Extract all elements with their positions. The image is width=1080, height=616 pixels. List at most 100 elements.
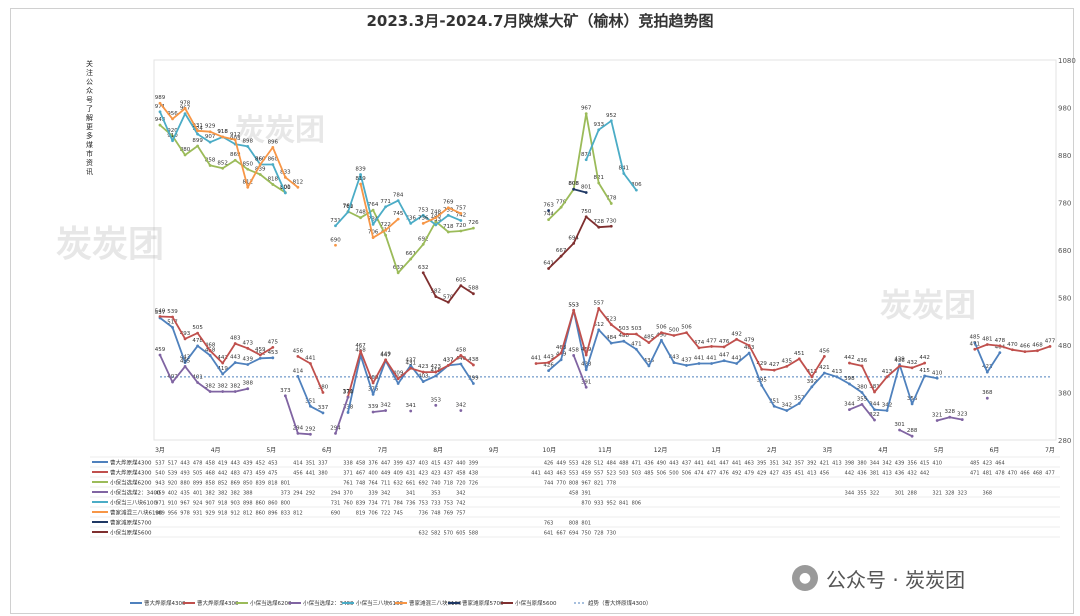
data-label: 423 (982, 364, 993, 370)
table-cell: 439 (895, 461, 905, 467)
table-cell: 458 (205, 461, 215, 467)
table-cell: 641 (544, 531, 554, 537)
table-cell: 376 (368, 461, 378, 467)
table-cell: 449 (556, 461, 566, 467)
data-label: 341 (405, 403, 416, 409)
data-label: 427 (769, 362, 780, 368)
data-label: 382 (230, 384, 241, 390)
table-cell: 484 (606, 461, 616, 467)
bottom-legend-label: 曹大烨原煤4300 (197, 599, 239, 607)
x-tick-label: 2月 (767, 447, 777, 454)
data-label: 437 (443, 357, 454, 363)
data-label: 692 (418, 236, 429, 242)
data-label: 437 (443, 357, 454, 363)
data-label: 726 (468, 220, 479, 226)
table-cell: 748 (356, 481, 366, 487)
table-cell: 447 (719, 461, 729, 467)
series-line (284, 395, 311, 436)
table-cell: 505 (193, 471, 203, 477)
data-label: 720 (456, 223, 467, 229)
data-label: 481 (982, 337, 993, 343)
x-tick-label: 4月 (211, 447, 221, 454)
table-cell: 466 (1020, 471, 1030, 477)
data-label: 952 (606, 113, 617, 119)
data-label: 464 (995, 345, 1006, 351)
table-cell: 458 (569, 491, 579, 497)
table-cell: 453 (268, 461, 278, 467)
table-cell: 351 (769, 461, 779, 467)
data-label: 553 (568, 302, 579, 308)
table-cell: 471 (632, 461, 642, 467)
data-label: 438 (468, 357, 479, 363)
table-cell: 436 (644, 461, 654, 467)
table-cell: 475 (268, 471, 278, 477)
data-label: 441 (731, 356, 742, 362)
data-label: 553 (568, 302, 579, 308)
table-cell: 409 (393, 471, 403, 477)
data-label: 426 (543, 363, 554, 369)
table-cell: 403 (418, 461, 428, 467)
table-cell: 553 (569, 461, 579, 467)
table-cell: 436 (857, 471, 867, 477)
table-cell: 441 (306, 471, 316, 477)
data-label: 722 (380, 222, 391, 228)
data-label: 463 (744, 345, 755, 351)
data-label: 967 (581, 106, 592, 112)
bottom-legend-label: 小保当选煤2：3400 (303, 599, 354, 607)
table-cell: 357 (795, 461, 805, 467)
table-cell: 763 (544, 521, 554, 527)
series-line (547, 215, 612, 270)
table-cell: 458 (456, 471, 466, 477)
table-cell: 288 (907, 491, 917, 497)
data-label: 344 (869, 402, 880, 408)
table-cell: 481 (983, 471, 993, 477)
table-cell: 852 (218, 481, 228, 487)
table-cell: 553 (569, 471, 579, 477)
data-label: 442 (844, 355, 855, 361)
data-label: 435 (782, 358, 793, 364)
data-label: 370 (343, 389, 354, 395)
plot-area (153, 59, 1057, 441)
watermark: 炭炭团 (235, 113, 325, 148)
table-cell: 800 (281, 501, 291, 507)
table-cell: 744 (544, 481, 554, 487)
series-line (347, 209, 474, 274)
data-label: 757 (456, 205, 467, 211)
series-line (974, 343, 1051, 353)
table-cell: 292 (306, 491, 316, 497)
watermark: 炭炭团 (56, 224, 165, 265)
table-cell: 483 (230, 471, 240, 477)
data-point (334, 243, 337, 247)
table-cell: 731 (331, 501, 341, 507)
data-label: 761 (343, 204, 354, 210)
data-label: 694 (568, 235, 579, 241)
data-label: 356 (907, 396, 918, 402)
y-tick-label: 480 (1058, 342, 1071, 350)
legend-label: 曹家滩原煤5700 (110, 519, 152, 527)
data-label: 452 (255, 350, 266, 356)
table-cell: 517 (168, 461, 178, 467)
table-cell: 380 (857, 461, 867, 467)
legend-label: 曹大烨原煤4300 (110, 469, 152, 477)
table-cell: 441 (707, 461, 717, 467)
table-cell: 368 (983, 491, 993, 497)
table-cell: 771 (381, 501, 391, 507)
series-line (936, 416, 963, 422)
table-cell: 728 (594, 531, 604, 537)
table-cell: 899 (193, 481, 203, 487)
table-cell: 870 (581, 501, 591, 507)
y-tick-label: 980 (1058, 105, 1071, 113)
table-cell: 711 (381, 481, 391, 487)
data-label: 858 (205, 157, 216, 163)
x-tick-label: 6月 (322, 447, 332, 454)
table-cell: 437 (406, 461, 416, 467)
data-label: 880 (180, 147, 191, 153)
table-cell: 718 (444, 481, 454, 487)
data-label: 419 (217, 366, 228, 372)
series-line (573, 188, 587, 194)
data-label: 441 (305, 356, 316, 362)
data-label: 456 (293, 348, 304, 354)
data-label: 402 (167, 374, 178, 380)
table-cell: 929 (205, 511, 215, 517)
data-point (459, 409, 463, 412)
